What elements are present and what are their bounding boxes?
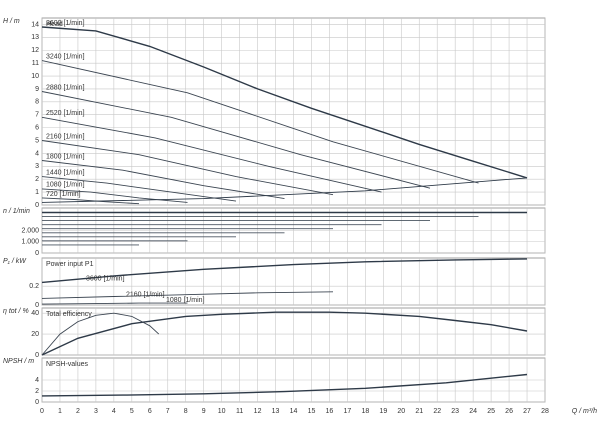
data-line (41, 197, 140, 205)
data-line (41, 91, 431, 189)
y-tick-label: 0 (35, 202, 39, 209)
series-label: 3240 [1/min] (46, 53, 85, 60)
x-tick-label: 22 (433, 408, 441, 415)
x-tick-label: 10 (218, 408, 226, 415)
y-tick-label: 13 (31, 34, 39, 41)
y-tick-label: 1 (35, 189, 39, 196)
y-tick-label: 0 (35, 399, 39, 406)
y-tick-label: 5 (35, 137, 39, 144)
series-label: 720 [1/min] (46, 191, 81, 198)
x-tick-label: 16 (326, 408, 334, 415)
x-tick-label: 21 (415, 408, 423, 415)
y-axis-label: η tot / % (3, 308, 29, 315)
x-tick-label: 2 (76, 408, 80, 415)
data-line (41, 258, 528, 284)
data-line (41, 312, 160, 356)
series-label: 2160 [1/min] (46, 133, 85, 140)
y-tick-label: 0.2 (29, 283, 39, 290)
series-label: 1080 [1/min] (46, 182, 85, 189)
x-tick-label: 17 (343, 408, 351, 415)
data-line (41, 177, 528, 203)
series-label: 1080 [1/min] (166, 297, 205, 304)
y-tick-label: 1.000 (21, 239, 39, 246)
series-label: 2880 [1/min] (46, 84, 85, 91)
y-tick-label: 11 (32, 60, 39, 67)
y-tick-label: 2 (35, 176, 39, 183)
x-tick-label: 8 (184, 408, 188, 415)
x-tick-label: 27 (523, 408, 531, 415)
x-tick-label: 6 (148, 408, 152, 415)
y-tick-label: 4 (35, 150, 39, 157)
data-line (41, 140, 334, 196)
data-line (41, 176, 237, 202)
y-tick-label: 0 (35, 250, 39, 257)
panel-title: Power input P1 (46, 261, 94, 268)
x-tick-label: 24 (469, 408, 477, 415)
x-tick-label: 19 (379, 408, 387, 415)
y-tick-label: 0 (35, 352, 39, 359)
x-tick-label: 4 (112, 408, 116, 415)
data-line (41, 116, 382, 193)
series-label: 2520 [1/min] (46, 110, 85, 117)
data-line (41, 373, 528, 397)
y-tick-label: 4 (35, 377, 39, 384)
y-tick-label: 10 (31, 73, 39, 80)
x-tick-label: 18 (361, 408, 369, 415)
y-axis-label: P₁ / kW (3, 258, 27, 265)
y-tick-label: 2.000 (21, 227, 39, 234)
data-line (41, 160, 285, 200)
y-tick-label: 40 (31, 310, 39, 317)
data-line (41, 60, 479, 184)
series-label: 3600 [1/min] (86, 275, 125, 282)
data-line (41, 188, 188, 203)
data-line (41, 311, 528, 356)
data-line (41, 291, 334, 299)
series-label: 3600 [1/min] (46, 20, 85, 27)
y-tick-label: 8 (35, 99, 39, 106)
panel-title: Head (46, 21, 63, 28)
panel-title: Total efficiency (46, 311, 92, 318)
x-axis-label: Q / m³/h (572, 408, 597, 415)
series-label: 1800 [1/min] (46, 153, 85, 160)
x-tick-label: 13 (272, 408, 280, 415)
x-tick-label: 7 (166, 408, 170, 415)
x-tick-label: 0 (40, 408, 44, 415)
y-tick-label: 7 (35, 112, 39, 119)
data-line (41, 302, 188, 305)
y-axis-label: H / m (3, 18, 20, 25)
y-axis-label: n / 1/min (3, 208, 30, 215)
y-tick-label: 0 (35, 302, 39, 309)
x-tick-label: 14 (290, 408, 298, 415)
x-tick-label: 12 (254, 408, 262, 415)
x-tick-label: 25 (487, 408, 495, 415)
y-tick-label: 6 (35, 124, 39, 131)
panel-title: NPSH-values (46, 361, 89, 368)
y-tick-label: 12 (31, 47, 39, 54)
x-tick-label: 20 (397, 408, 405, 415)
data-line (41, 26, 528, 179)
y-tick-label: 2 (35, 388, 39, 395)
series-label: 1440 [1/min] (46, 169, 85, 176)
x-tick-label: 11 (236, 408, 243, 415)
x-tick-label: 28 (541, 408, 549, 415)
x-tick-label: 5 (130, 408, 134, 415)
x-tick-label: 3 (94, 408, 98, 415)
y-axis-label: NPSH / m (3, 358, 34, 365)
x-tick-label: 9 (202, 408, 206, 415)
series-label: 2160 [1/min] (126, 291, 165, 298)
y-tick-label: 9 (35, 86, 39, 93)
x-tick-label: 1 (58, 408, 62, 415)
x-tick-label: 15 (308, 408, 316, 415)
y-tick-label: 20 (31, 331, 39, 338)
x-tick-label: 26 (505, 408, 513, 415)
y-tick-label: 3 (35, 163, 39, 170)
y-tick-label: 14 (31, 21, 39, 28)
x-tick-label: 23 (451, 408, 459, 415)
